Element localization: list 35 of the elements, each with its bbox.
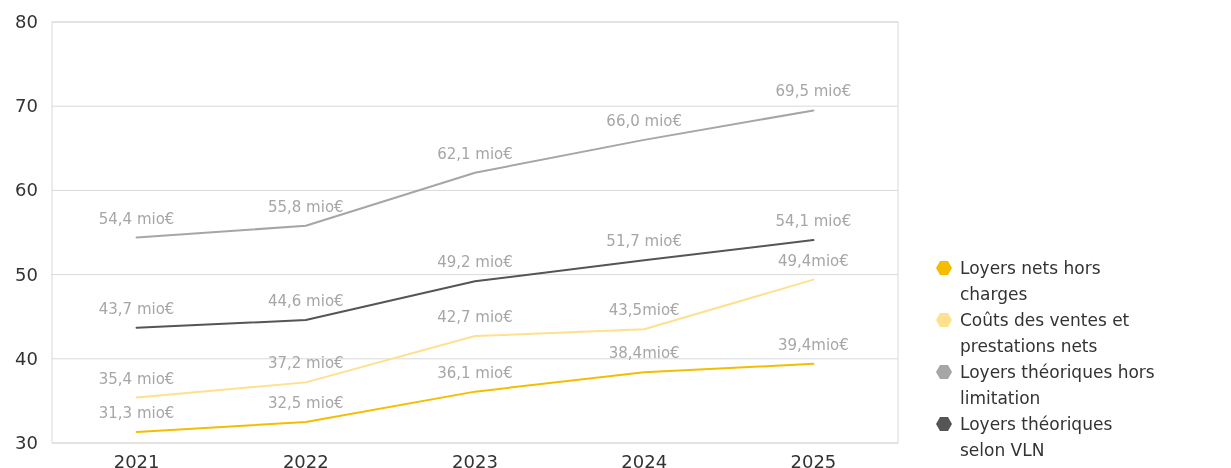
y-tick-label: 40 (15, 347, 38, 369)
data-label: 49,4mio€ (777, 251, 849, 270)
data-label: 54,4 mio€ (98, 209, 175, 228)
x-tick-label: 2023 (452, 451, 498, 468)
legend-label: Loyers théoriques selon VLN (960, 414, 1113, 460)
data-label: 38,4mio€ (608, 344, 680, 363)
y-tick-label: 80 (15, 11, 38, 32)
data-label: 55,8 mio€ (267, 197, 344, 216)
y-tick-label: 30 (15, 432, 38, 453)
data-label: 54,1 mio€ (775, 212, 852, 231)
data-label: 51,7 mio€ (606, 232, 683, 251)
data-label: 62,1 mio€ (437, 144, 513, 163)
x-tick-label: 2025 (790, 451, 837, 468)
data-label: 39,4mio€ (777, 335, 849, 354)
x-tick-label: 2024 (621, 451, 668, 468)
data-label: 31,3 mio€ (98, 404, 175, 423)
data-label: 37,2 mio€ (267, 354, 344, 373)
data-label: 66,0 mio€ (606, 111, 683, 130)
data-label: 69,5 mio€ (775, 82, 852, 101)
y-tick-label: 50 (15, 263, 38, 285)
legend-label: Loyers nets hors charges (960, 258, 1101, 304)
legend-label: Coûts des ventes et prestations nets (960, 310, 1130, 356)
data-label: 35,4 mio€ (98, 369, 175, 388)
data-label: 43,7 mio€ (98, 299, 175, 318)
x-tick-label: 2022 (282, 451, 329, 468)
data-label: 36,1 mio€ (437, 363, 513, 382)
data-label: 44,6 mio€ (267, 292, 344, 311)
data-label: 32,5 mio€ (267, 393, 344, 412)
legend-label: Loyers théoriques hors limitation (960, 362, 1155, 408)
data-label: 42,7 mio€ (437, 308, 513, 327)
y-tick-label: 70 (15, 95, 38, 117)
data-label: 43,5mio€ (608, 301, 680, 320)
x-tick-label: 2021 (113, 451, 160, 468)
data-label: 49,2 mio€ (437, 253, 513, 272)
y-tick-label: 60 (15, 179, 38, 201)
